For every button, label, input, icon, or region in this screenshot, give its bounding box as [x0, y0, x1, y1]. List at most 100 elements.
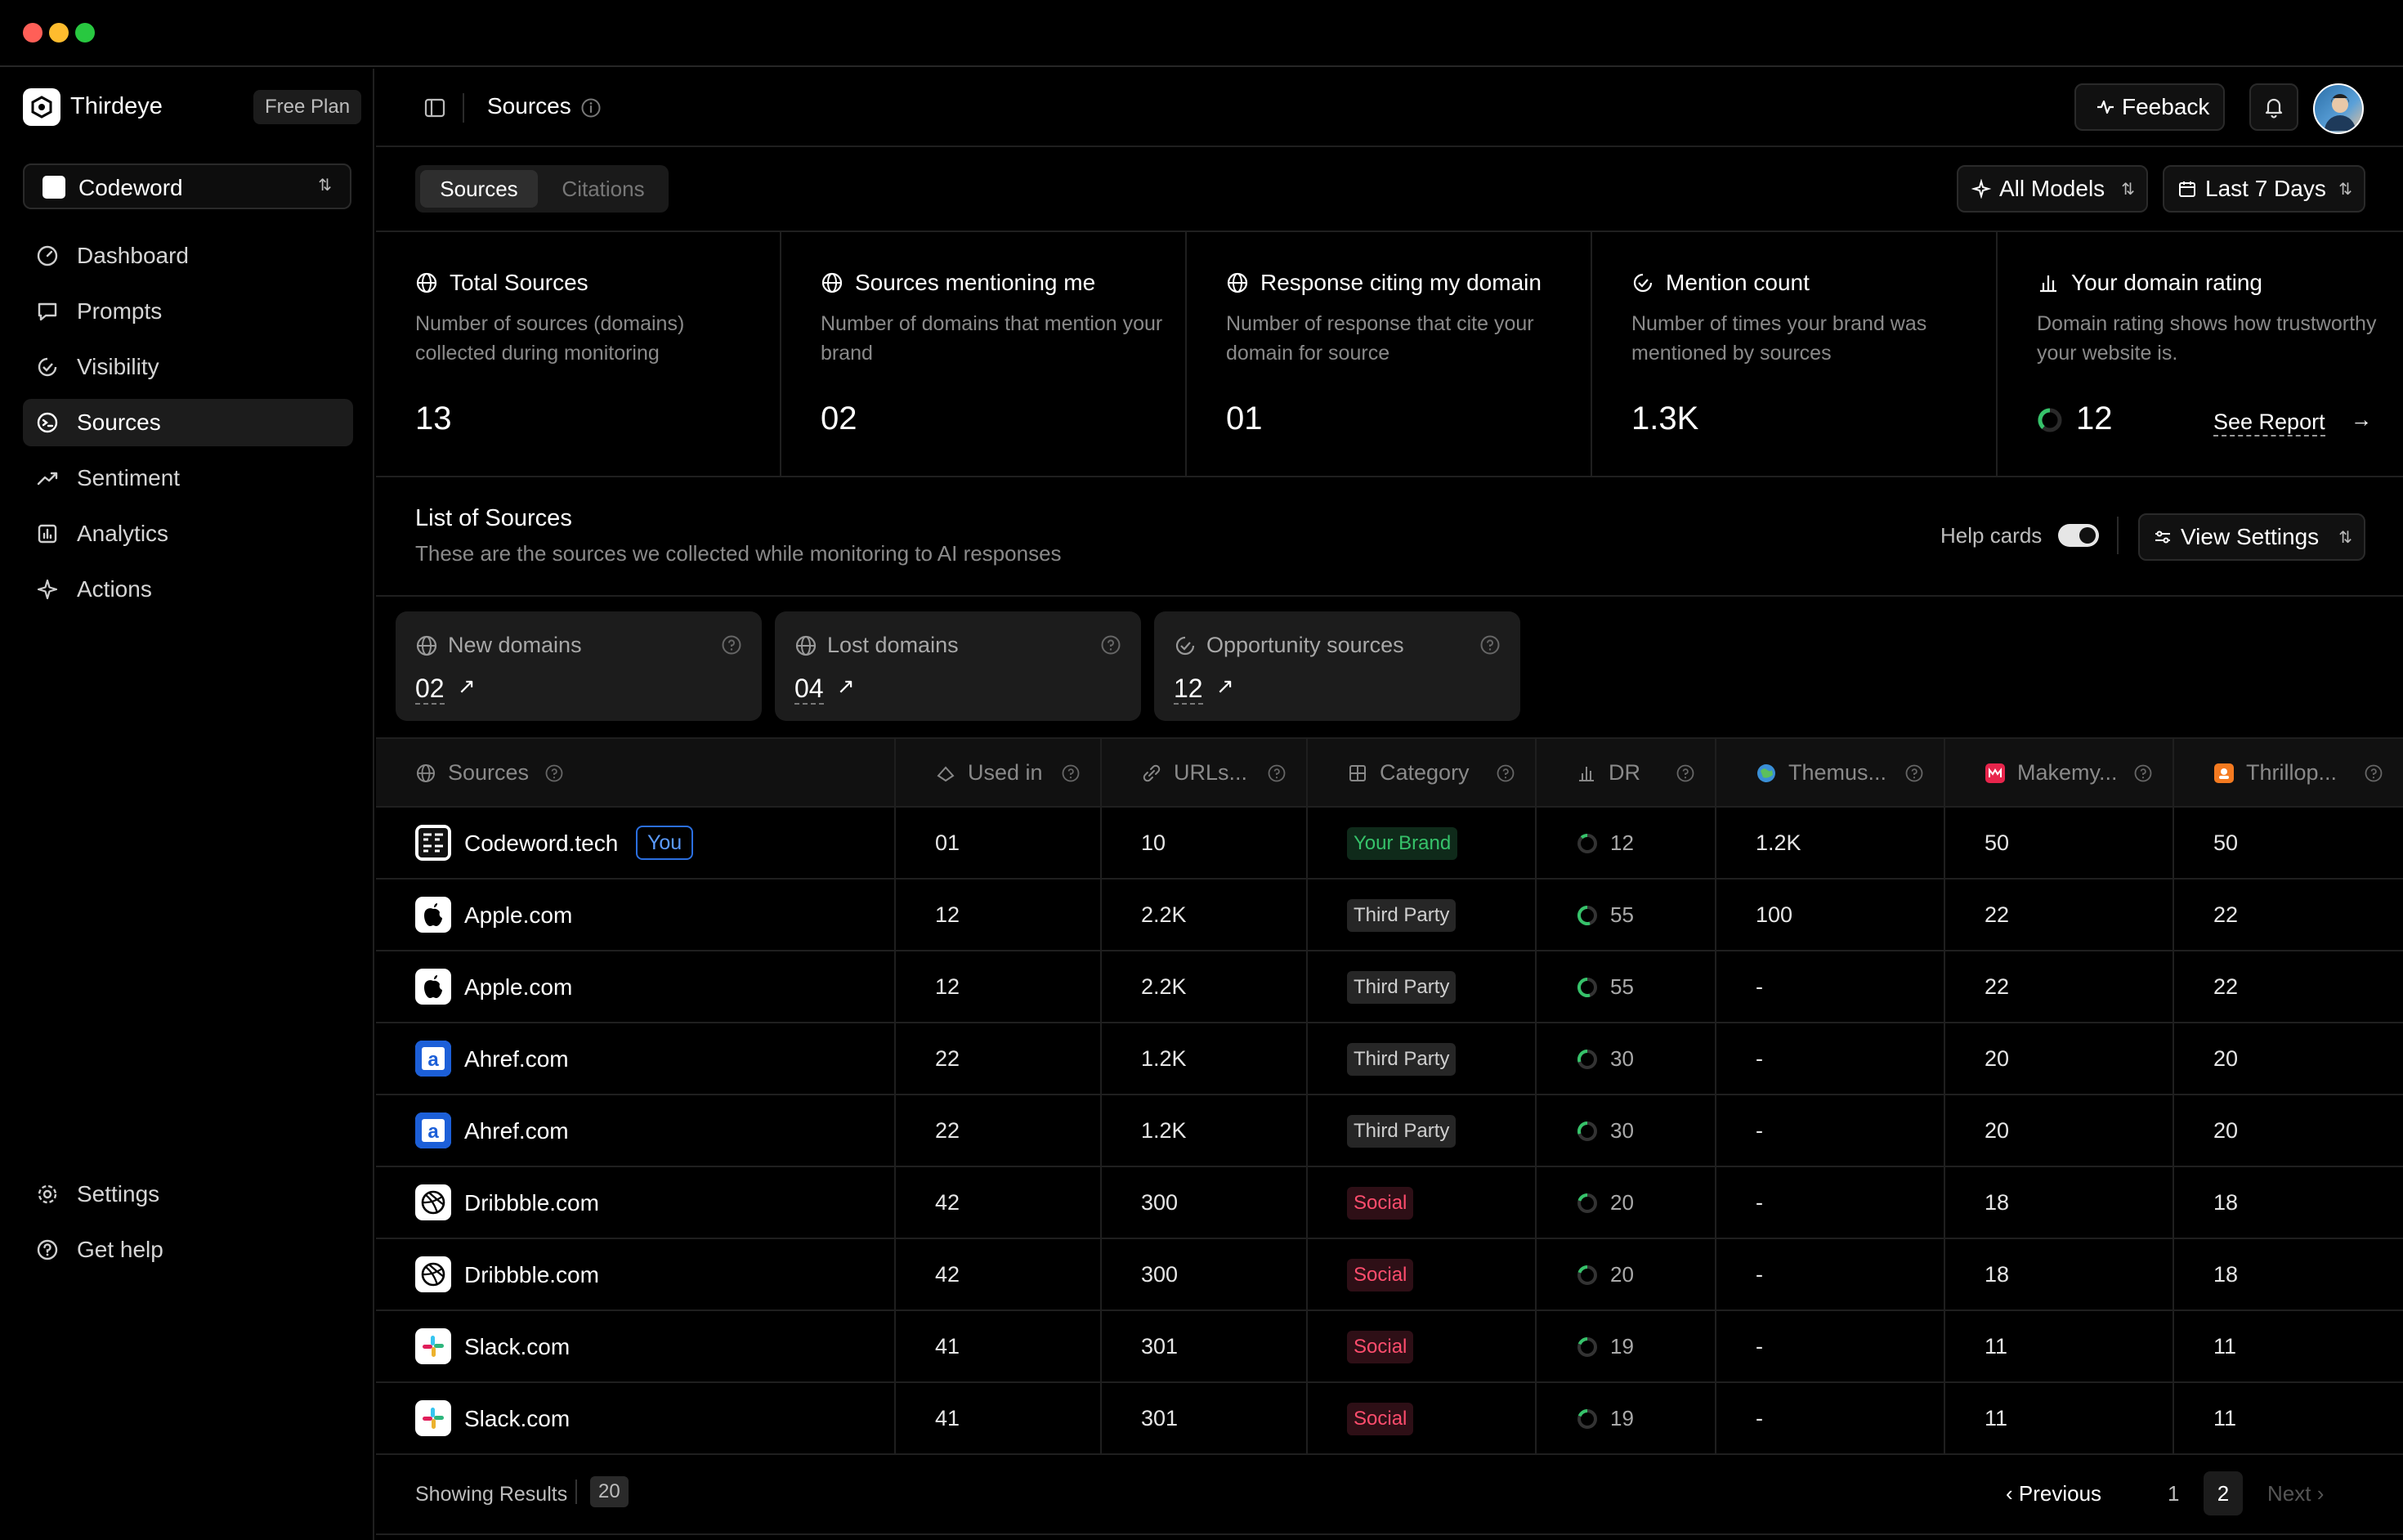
help-icon[interactable] [2133, 763, 2153, 783]
metric-value: 13 [415, 401, 452, 436]
table-row[interactable]: Apple.com 12 2.2K Third Party 55 100 22 22 [376, 880, 2403, 951]
sidebar-item-visibility[interactable]: Visibility [23, 343, 353, 391]
help-icon[interactable] [721, 634, 742, 656]
sidebar-item-get-help[interactable]: Get help [23, 1226, 353, 1274]
sidebar-item-prompts[interactable]: Prompts [23, 288, 353, 335]
source-name[interactable]: Ahref.com [464, 1046, 569, 1072]
source-name[interactable]: Codeword.tech [464, 830, 619, 856]
table-row[interactable]: a Ahref.com 22 1.2K Third Party 30 - 20 20 [376, 1023, 2403, 1095]
page-2-button[interactable]: 2 [2204, 1471, 2243, 1515]
avatar-image [2325, 94, 2356, 131]
column-header-thrillop[interactable]: Thrillop... [2174, 739, 2403, 809]
source-name[interactable]: Apple.com [464, 902, 573, 928]
sidebar-item-sources[interactable]: Sources [23, 399, 353, 446]
help-icon[interactable] [1479, 634, 1501, 656]
source-name[interactable]: Apple.com [464, 974, 573, 1000]
help-card-value[interactable]: 02 [415, 674, 445, 705]
metric-description: Number of response that cite your domain… [1226, 312, 1534, 365]
window-maximize-button[interactable] [75, 23, 95, 43]
sidebar-item-settings[interactable]: Settings [23, 1171, 353, 1218]
help-card-opportunity-sources[interactable]: Opportunity sources 12 ↗ [1154, 611, 1520, 721]
workspace-switcher[interactable]: Codeword ⇅ [23, 163, 351, 209]
help-icon[interactable] [1496, 763, 1515, 783]
cell-used-in: 41 [896, 1311, 1102, 1381]
table-row[interactable]: a Ahref.com 22 1.2K Third Party 30 - 20 20 [376, 1095, 2403, 1167]
table-row[interactable]: Slack.com 41 301 Social 19 - 11 11 [376, 1311, 2403, 1383]
metric-sources-mentioning: Sources mentioning me Number of domains … [781, 232, 1187, 476]
sidebar: Thirdeye Free Plan Codeword ⇅ Dashboard … [0, 69, 374, 1540]
help-card-lost-domains[interactable]: Lost domains 04 ↗ [775, 611, 1141, 721]
results-count[interactable]: 20 [590, 1476, 629, 1507]
info-icon[interactable] [580, 97, 602, 119]
emoji-themus-icon [1756, 763, 1777, 784]
column-header-makemy[interactable]: Makemy... [1945, 739, 2174, 809]
see-report-link[interactable]: See Report [2213, 409, 2325, 436]
previous-page-button[interactable]: ‹ Previous [2006, 1481, 2101, 1506]
cell-urls: 301 [1102, 1311, 1308, 1381]
column-header-dr[interactable]: DR [1537, 739, 1716, 809]
user-avatar[interactable] [2313, 83, 2364, 134]
window-close-button[interactable] [23, 23, 43, 43]
help-card-value[interactable]: 04 [794, 674, 824, 705]
column-header-sources[interactable]: Sources [376, 739, 896, 809]
notifications-button[interactable] [2249, 83, 2298, 131]
view-settings-button[interactable]: View Settings ⇅ [2138, 513, 2365, 561]
table-row[interactable]: Slack.com 41 301 Social 19 - 11 11 [376, 1383, 2403, 1455]
divider [2117, 517, 2119, 554]
table-row[interactable]: Dribbble.com 42 300 Social 20 - 18 18 [376, 1167, 2403, 1239]
help-icon[interactable] [1100, 634, 1121, 656]
feedback-button[interactable]: Feeback [2074, 83, 2225, 131]
sidebar-toggle-icon[interactable] [423, 96, 446, 119]
app-logo-icon [23, 88, 60, 126]
help-icon[interactable] [2364, 763, 2383, 783]
help-cards-toggle[interactable] [2058, 524, 2099, 547]
cell-value: 22 [935, 1118, 960, 1143]
help-icon[interactable] [1904, 763, 1924, 783]
column-header-themus[interactable]: Themus... [1716, 739, 1945, 809]
rating-ring-icon [2038, 408, 2062, 432]
table-row[interactable]: Apple.com 12 2.2K Third Party 55 - 22 22 [376, 951, 2403, 1023]
help-icon[interactable] [1676, 763, 1695, 783]
table-row[interactable]: Codeword.tech You 01 10 Your Brand 12 1.2K 50 50 [376, 808, 2403, 880]
tab-sources[interactable]: Sources [420, 170, 538, 208]
window-minimize-button[interactable] [49, 23, 69, 43]
source-name[interactable]: Dribbble.com [464, 1190, 599, 1215]
page-1-button[interactable]: 1 [2168, 1481, 2180, 1506]
category-badge: Social [1347, 1403, 1414, 1435]
dr-value: 30 [1610, 1118, 1634, 1143]
sidebar-item-analytics[interactable]: Analytics [23, 510, 353, 557]
help-icon[interactable] [1267, 763, 1287, 783]
table-row[interactable]: Dribbble.com 42 300 Social 20 - 18 18 [376, 1239, 2403, 1311]
tab-citations[interactable]: Citations [562, 177, 645, 201]
column-header-used-in[interactable]: Used in [896, 739, 1102, 809]
help-icon[interactable] [1061, 763, 1081, 783]
source-name[interactable]: Ahref.com [464, 1118, 569, 1144]
source-name[interactable]: Slack.com [464, 1334, 571, 1359]
view-settings-label: View Settings [2181, 524, 2320, 549]
metric-description: Number of domains that mention your bran… [821, 312, 1163, 365]
source-name[interactable]: Slack.com [464, 1406, 571, 1431]
column-header-category[interactable]: Category [1308, 739, 1537, 809]
date-range-dropdown[interactable]: Last 7 Days ⇅ [2163, 165, 2365, 213]
next-page-button[interactable]: Next › [2267, 1481, 2324, 1506]
cell-makemy: 22 [1945, 951, 2174, 1022]
cell-dr: 12 [1537, 808, 1716, 878]
help-card-new-domains[interactable]: New domains 02 ↗ [396, 611, 762, 721]
plan-badge[interactable]: Free Plan [253, 90, 362, 124]
help-icon[interactable] [544, 763, 564, 783]
cell-used-in: 12 [896, 951, 1102, 1022]
sidebar-item-actions[interactable]: Actions [23, 566, 353, 613]
cell-themus: - [1716, 1311, 1945, 1381]
dr-ring-icon [1576, 976, 1599, 999]
cell-value: 22 [2213, 974, 2239, 999]
source-name[interactable]: Dribbble.com [464, 1262, 599, 1287]
sidebar-item-dashboard[interactable]: Dashboard [23, 232, 353, 280]
help-card-value[interactable]: 12 [1174, 674, 1203, 705]
sidebar-item-sentiment[interactable]: Sentiment [23, 454, 353, 502]
models-dropdown[interactable]: All Models ⇅ [1957, 165, 2148, 213]
cell-category: Third Party [1308, 1023, 1537, 1094]
sparkle-icon [1971, 179, 1991, 199]
cell-value: 22 [1985, 974, 2010, 999]
column-header-urls[interactable]: URLs... [1102, 739, 1308, 809]
dr-value: 55 [1610, 974, 1634, 999]
